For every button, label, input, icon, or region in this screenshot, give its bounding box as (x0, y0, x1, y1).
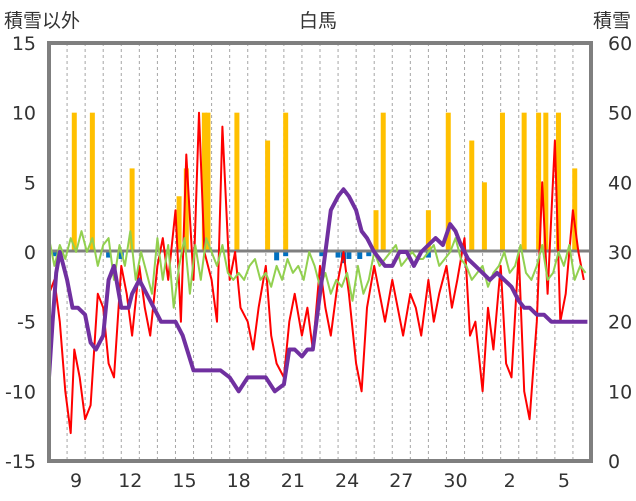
bar (51, 252, 57, 257)
y-tick-label-right: 0 (608, 451, 620, 473)
bar (445, 112, 451, 253)
bar (89, 112, 95, 253)
bar (234, 112, 240, 253)
series-lines (47, 111, 588, 435)
x-tick-label: 5 (558, 470, 570, 492)
bar (205, 112, 211, 253)
bar (335, 252, 341, 258)
x-tick-label: 21 (281, 470, 305, 492)
y-tick-label: -10 (5, 381, 36, 403)
bar (536, 112, 542, 253)
bar (469, 140, 475, 252)
x-tick-label: 30 (443, 470, 467, 492)
x-tick-label: 15 (172, 470, 196, 492)
y-tick-label-right: 30 (608, 242, 632, 264)
y-tick-label: -5 (17, 312, 36, 334)
y-tick-label-right: 40 (608, 172, 632, 194)
gridlines (66, 43, 574, 461)
left-axis-title: 積雪以外 (4, 10, 80, 32)
bar (521, 112, 527, 253)
bar (543, 112, 549, 253)
plot-frame (47, 41, 593, 463)
y-tick-label: 0 (24, 242, 36, 264)
bar (425, 210, 431, 252)
y-tick-label-right: 10 (608, 381, 632, 403)
bar (129, 168, 135, 252)
x-tick-label: 18 (227, 470, 251, 492)
bar (373, 210, 379, 252)
y-tick-label: 15 (12, 33, 36, 55)
bar (499, 112, 505, 253)
chart-title: 白馬 (299, 10, 337, 32)
bar (572, 168, 578, 252)
y-tick-label: -15 (5, 451, 36, 473)
right-axis-title: 積雪 (593, 10, 631, 32)
x-tick-label: 12 (118, 470, 142, 492)
bar (183, 168, 189, 252)
y-tick-label-right: 60 (608, 33, 632, 55)
left-tick-labels: 15 10 5 0 -5 -10 -15 (5, 33, 36, 473)
x-tick-labels: 9 12 15 18 21 24 27 30 2 5 (70, 470, 570, 492)
bar (357, 252, 363, 259)
bar (555, 112, 561, 253)
bar (319, 252, 325, 257)
y-tick-label: 10 (12, 103, 36, 125)
series-line (48, 230, 587, 309)
y-tick-label-right: 50 (608, 103, 632, 125)
bar (346, 252, 352, 259)
bar (425, 252, 431, 258)
bar (380, 112, 386, 253)
bar (283, 112, 289, 253)
bars (51, 112, 578, 264)
y-tick-label-right: 20 (608, 312, 632, 334)
bar (71, 112, 77, 253)
x-tick-label: 2 (504, 470, 516, 492)
x-tick-label: 9 (70, 470, 82, 492)
y-tick-label: 5 (24, 172, 36, 194)
bar (106, 252, 112, 258)
bar (274, 252, 280, 261)
bar (366, 252, 372, 257)
bar (201, 112, 207, 253)
right-tick-labels: 60 50 40 30 20 10 0 (608, 33, 632, 473)
x-tick-label: 24 (335, 470, 359, 492)
bar (265, 140, 271, 252)
x-tick-label: 27 (389, 470, 413, 492)
bar (176, 196, 182, 252)
bar (283, 252, 289, 257)
bar (481, 182, 487, 252)
series-line (47, 187, 588, 394)
